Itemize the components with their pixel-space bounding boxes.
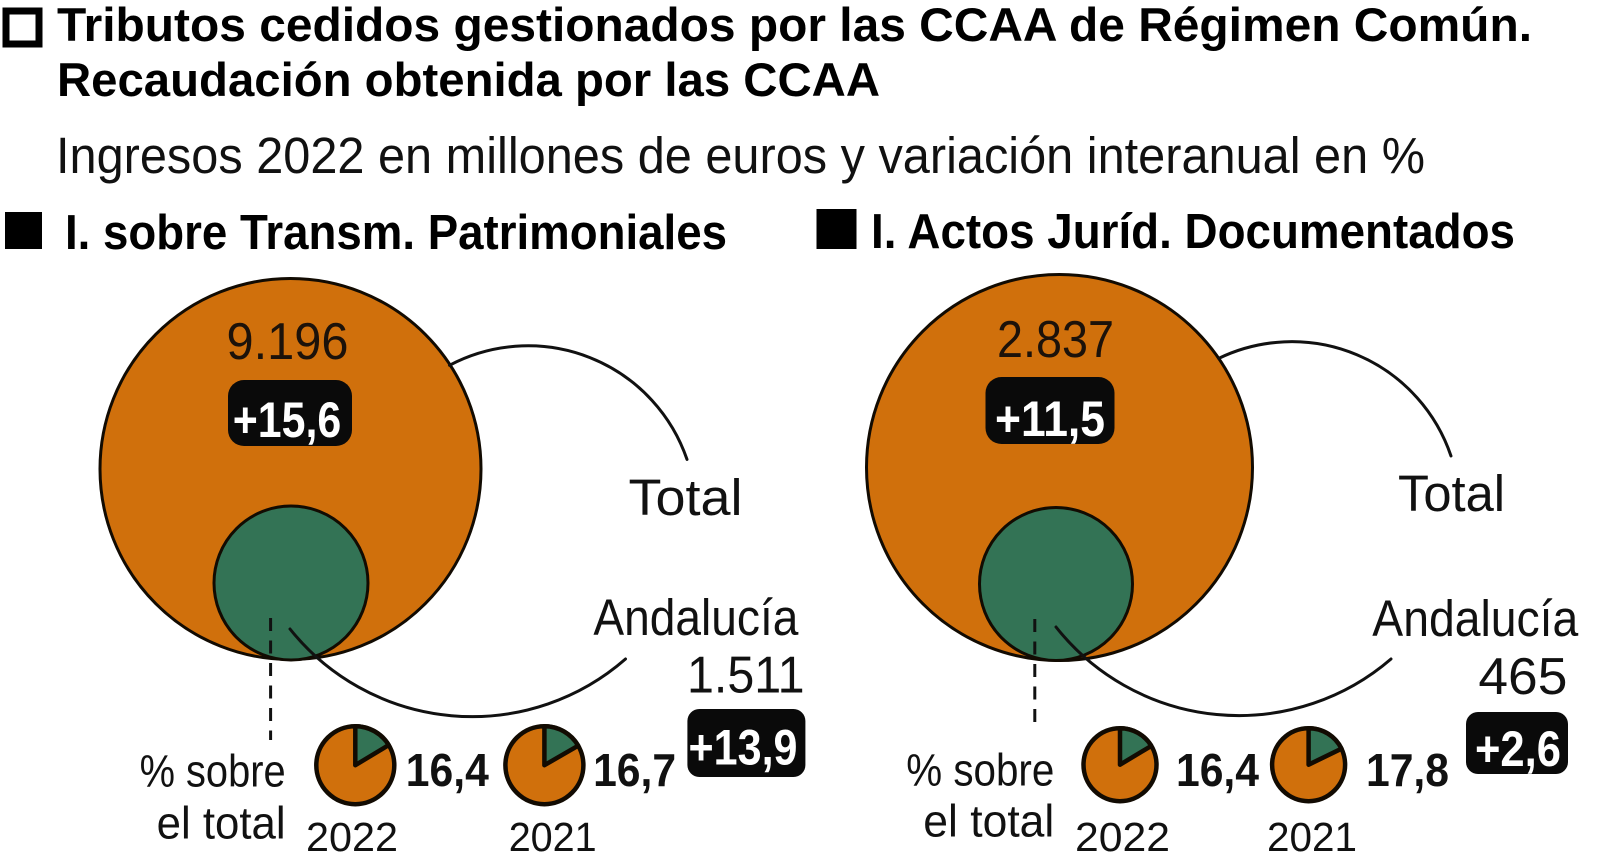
svg-text:Andalucía: Andalucía: [593, 589, 799, 646]
svg-text:I. sobre Transm. Patrimoniales: I. sobre Transm. Patrimoniales: [65, 206, 727, 260]
svg-text:+13,9: +13,9: [689, 720, 798, 776]
svg-text:I. Actos Juríd. Documentados: I. Actos Juríd. Documentados: [871, 205, 1515, 259]
svg-text:9.196: 9.196: [227, 313, 349, 371]
svg-text:Total: Total: [1398, 465, 1505, 522]
svg-text:% sobre: % sobre: [140, 745, 286, 796]
svg-text:% sobre: % sobre: [906, 745, 1054, 796]
svg-text:2.837: 2.837: [997, 311, 1114, 369]
svg-text:16,4: 16,4: [1176, 744, 1259, 796]
svg-text:el total: el total: [923, 795, 1054, 846]
svg-text:2022: 2022: [1075, 814, 1170, 860]
svg-text:2021: 2021: [509, 814, 597, 860]
svg-text:16,4: 16,4: [406, 744, 489, 796]
svg-text:Ingresos 2022 en millones de e: Ingresos 2022 en millones de euros y var…: [56, 127, 1425, 184]
svg-text:+2,6: +2,6: [1475, 721, 1561, 777]
svg-text:el total: el total: [157, 798, 286, 849]
svg-text:16,7: 16,7: [593, 744, 676, 796]
svg-text:Recaudación obtenida por las C: Recaudación obtenida por las CCAA: [57, 53, 880, 106]
svg-text:Andalucía: Andalucía: [1372, 590, 1579, 647]
svg-text:1.511: 1.511: [687, 647, 805, 705]
svg-text:Total: Total: [629, 469, 743, 526]
svg-text:+11,5: +11,5: [995, 391, 1105, 447]
svg-text:17,8: 17,8: [1366, 744, 1449, 796]
svg-text:+15,6: +15,6: [233, 392, 342, 448]
svg-text:465: 465: [1478, 648, 1567, 706]
svg-text:Tributos cedidos gestionados p: Tributos cedidos gestionados por las CCA…: [57, 0, 1532, 51]
svg-text:2022: 2022: [306, 814, 398, 860]
svg-text:2021: 2021: [1267, 814, 1357, 860]
